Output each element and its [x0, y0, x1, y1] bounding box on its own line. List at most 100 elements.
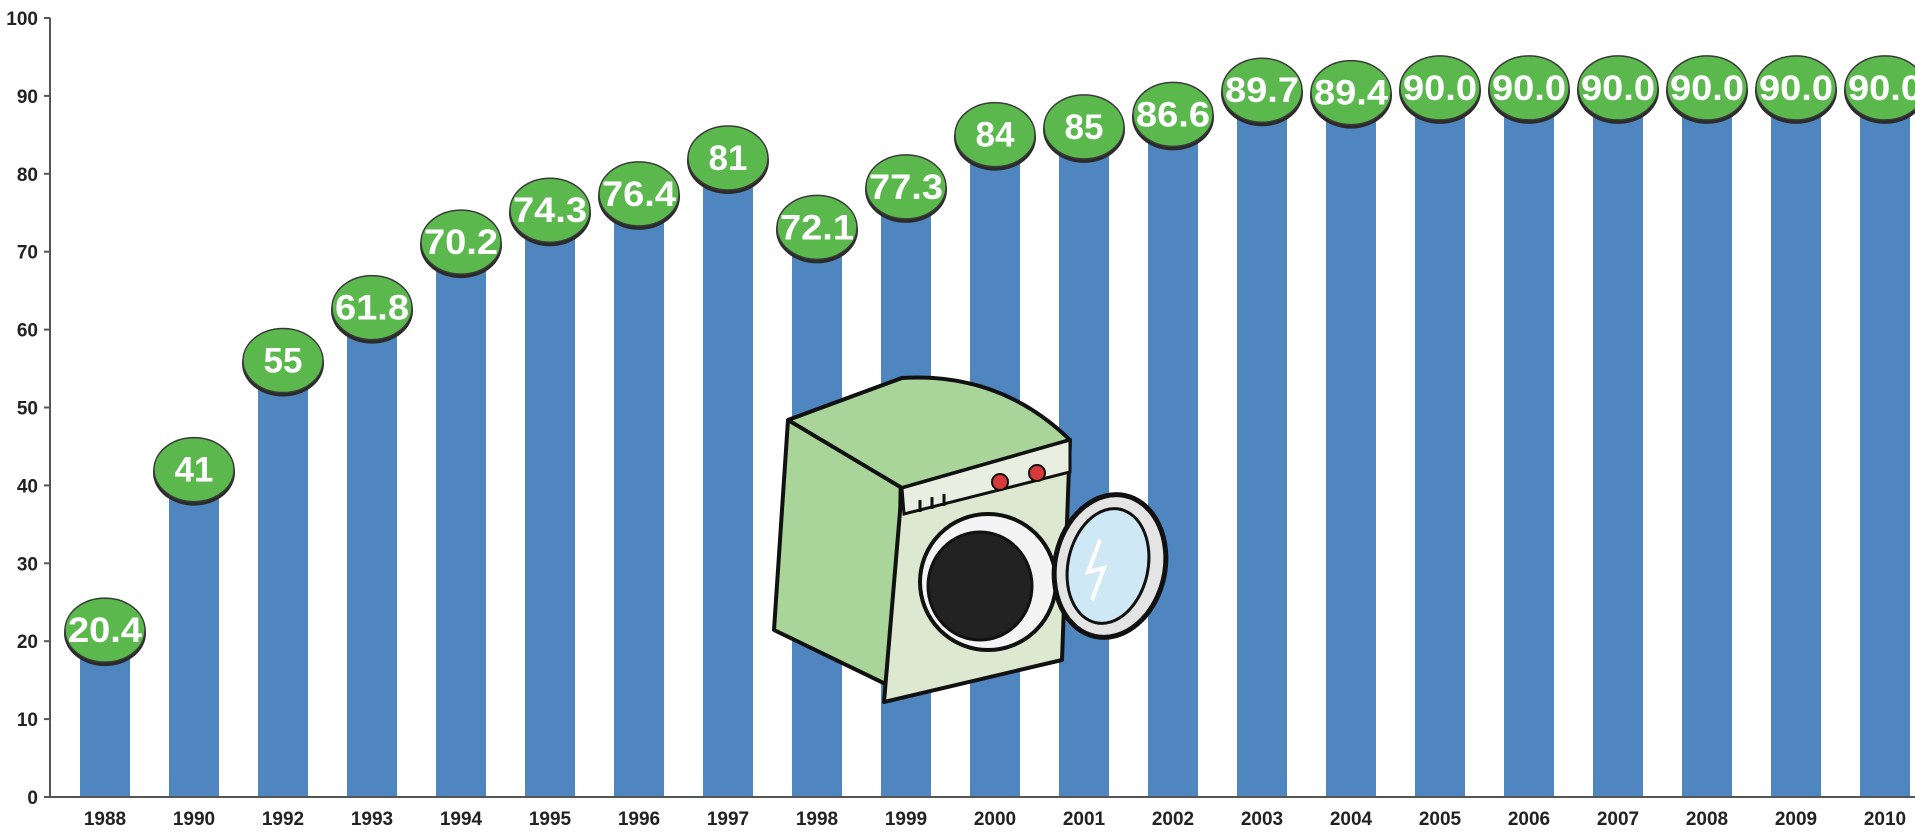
- y-tick-label: 70: [17, 243, 38, 264]
- bar-1993: [347, 315, 397, 797]
- x-tick-label-2001: 2001: [1063, 809, 1106, 830]
- data-label-1997: 81: [709, 139, 748, 178]
- x-tick-label-1998: 1998: [796, 809, 838, 830]
- x-tick-label-2004: 2004: [1330, 809, 1373, 830]
- data-label-badge-1993: [331, 274, 413, 341]
- data-label-badge-2008: [1666, 55, 1748, 121]
- x-tick-label-2009: 2009: [1775, 809, 1817, 830]
- x-tick-label-1990: 1990: [173, 809, 215, 830]
- data-label-2004: 89.4: [1314, 74, 1389, 113]
- data-label-badge-2000: [954, 101, 1036, 168]
- data-label-2006: 90.0: [1492, 69, 1566, 108]
- x-tick-label-1996: 1996: [618, 809, 660, 830]
- data-label-1990: 41: [175, 451, 214, 490]
- y-tick-label: 30: [17, 554, 38, 575]
- washing-machine-door-glass: [1065, 507, 1151, 625]
- y-tick-label: 20: [17, 632, 38, 653]
- x-tick-label-2000: 2000: [974, 809, 1016, 830]
- bar-1994: [436, 250, 486, 798]
- data-label-1992: 55: [264, 342, 303, 381]
- x-tick-label-2007: 2007: [1597, 809, 1639, 830]
- data-label-2002: 86.6: [1136, 95, 1210, 134]
- data-label-badge-2005: [1399, 55, 1481, 121]
- bar-2010: [1860, 95, 1910, 797]
- y-tick-label: 40: [17, 476, 38, 497]
- data-label-2008: 90.0: [1670, 69, 1744, 108]
- data-label-2005: 90.0: [1403, 69, 1477, 108]
- bar-2004: [1326, 100, 1376, 798]
- bars: [80, 95, 1910, 798]
- y-tick-label: 90: [17, 87, 38, 108]
- bar-1995: [525, 218, 575, 797]
- x-tick-label-1994: 1994: [440, 809, 483, 830]
- data-label-badge-2006: [1488, 55, 1570, 121]
- bar-1990: [169, 477, 219, 797]
- x-tick-label-1997: 1997: [707, 809, 749, 830]
- x-tick-label-1999: 1999: [885, 809, 927, 830]
- x-tick-label-1988: 1988: [84, 809, 126, 830]
- bar-1992: [258, 368, 308, 797]
- x-tick-label-2006: 2006: [1508, 809, 1550, 830]
- x-tick-label-2005: 2005: [1419, 809, 1462, 830]
- data-label-badge-1997: [687, 125, 769, 191]
- washing-machine-icon: [772, 375, 1169, 704]
- data-label-1995: 74.3: [513, 191, 587, 230]
- x-tick-label-1995: 1995: [529, 809, 572, 830]
- data-label-badge-2009: [1755, 55, 1837, 121]
- data-label-1988: 20.4: [68, 611, 143, 650]
- x-tick-label-1992: 1992: [262, 809, 304, 830]
- data-label-badge-1992: [242, 327, 324, 394]
- washing-machine-knob: [1028, 464, 1046, 482]
- data-label-badge-2010: [1844, 55, 1915, 121]
- bar-2008: [1682, 95, 1732, 797]
- data-label-1996: 76.4: [602, 175, 677, 214]
- data-labels: 20.4 41 55 61.8 70.2 74.3 76.4 81 72.1 77.3 84 85 86…: [64, 55, 1915, 667]
- data-label-badge-2002: [1132, 81, 1214, 148]
- data-label-1999: 77.3: [869, 168, 943, 207]
- y-axis: 0 10 20 30 40 50 60 70 80 90 100: [6, 9, 51, 809]
- y-tick-label: 10: [17, 710, 38, 731]
- bar-2007: [1593, 95, 1643, 797]
- x-axis: 1988 1990 1992 1993 1994 1995 1996 1997 1998 1999…: [50, 796, 1915, 830]
- y-tick-label: 50: [17, 399, 38, 420]
- x-tick-label-2010: 2010: [1864, 809, 1906, 830]
- data-label-badge-1996: [598, 161, 680, 227]
- x-tick-label-2002: 2002: [1152, 809, 1194, 830]
- y-tick-label: 60: [17, 321, 38, 342]
- bar-1997: [703, 166, 753, 797]
- x-tick-label-2003: 2003: [1241, 809, 1283, 830]
- y-tick-label: 80: [17, 165, 38, 186]
- data-label-2000: 84: [976, 116, 1015, 155]
- data-label-1993: 61.8: [335, 289, 409, 328]
- data-label-badge-1995: [509, 177, 591, 243]
- data-label-2007: 90.0: [1581, 69, 1655, 108]
- x-tick-label-2008: 2008: [1686, 809, 1728, 830]
- data-label-2010: 90.0: [1848, 69, 1915, 108]
- bar-2003: [1237, 98, 1287, 797]
- y-tick-label: 0: [27, 788, 38, 809]
- data-label-badge-1988: [64, 597, 146, 663]
- data-label-badge-2001: [1043, 94, 1125, 160]
- washing-machine-glass-shine: [1084, 539, 1108, 601]
- y-tick-label: 100: [6, 9, 38, 30]
- washing-machine-knob: [991, 473, 1009, 491]
- bar-2009: [1771, 95, 1821, 797]
- data-label-badge-2003: [1221, 57, 1303, 123]
- data-label-badge-1998: [776, 194, 858, 261]
- data-label-1998: 72.1: [780, 208, 854, 247]
- bar-1996: [614, 201, 664, 797]
- data-label-2001: 85: [1065, 108, 1104, 147]
- data-label-badge-2007: [1577, 55, 1659, 121]
- bar-2006: [1504, 95, 1554, 797]
- data-label-2003: 89.7: [1225, 71, 1299, 110]
- data-label-badge-1990: [153, 436, 235, 503]
- data-label-badge-1994: [420, 209, 502, 275]
- data-label-1994: 70.2: [424, 223, 498, 262]
- data-label-2009: 90.0: [1759, 69, 1833, 108]
- data-label-badge-1999: [865, 154, 947, 220]
- bar-2005: [1415, 95, 1465, 797]
- data-label-badge-2004: [1310, 59, 1392, 126]
- washing-machine-drum: [926, 530, 1034, 642]
- x-tick-label-1993: 1993: [351, 809, 393, 830]
